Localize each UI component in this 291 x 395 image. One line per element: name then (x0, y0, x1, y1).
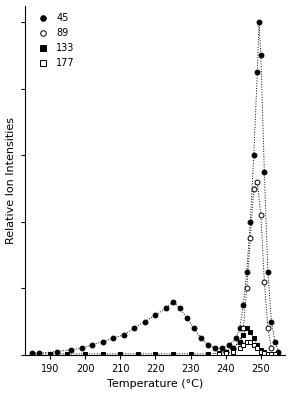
Y-axis label: Relative Ion Intensities: Relative Ion Intensities (6, 117, 15, 244)
X-axis label: Temperature (°C): Temperature (°C) (107, 380, 203, 389)
Legend: 45, 89, 133, 177: 45, 89, 133, 177 (30, 10, 78, 71)
